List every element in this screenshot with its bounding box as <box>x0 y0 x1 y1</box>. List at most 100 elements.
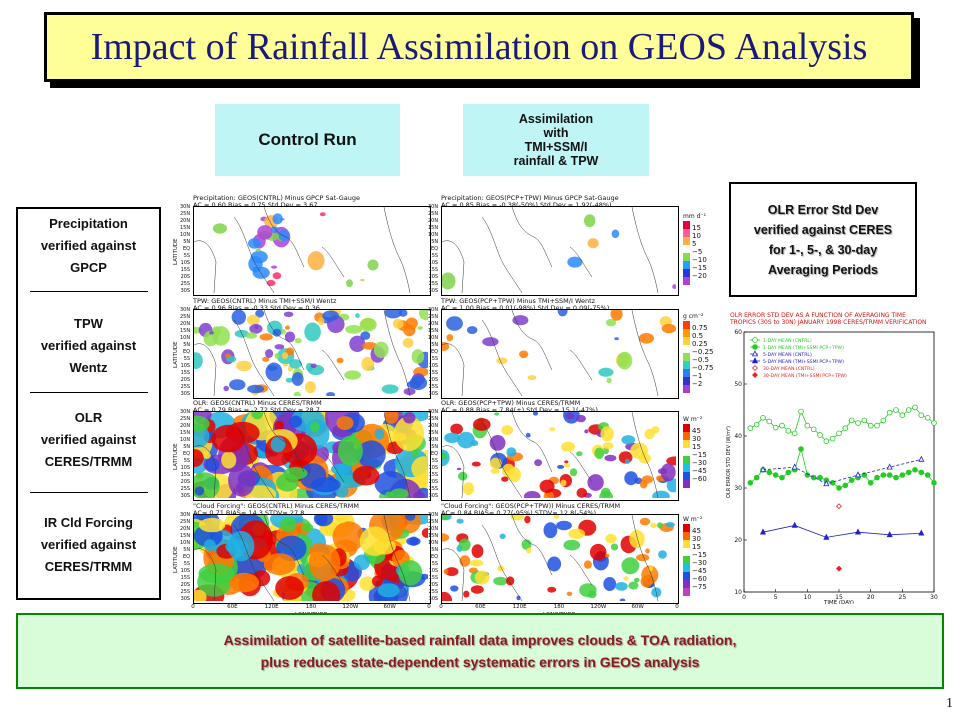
lat-tick: 20N <box>180 526 191 532</box>
assimilation-header-line: Assimilation <box>518 112 594 126</box>
map-blob <box>412 491 425 500</box>
map-blob <box>624 458 630 464</box>
map-blob <box>272 328 282 337</box>
data-point <box>752 337 758 343</box>
map-blob <box>263 553 296 576</box>
map-blob <box>442 533 450 542</box>
lat-tick: 5S <box>183 253 191 259</box>
color-scale-label: −15 <box>692 551 707 559</box>
map-blob <box>265 362 283 382</box>
legend-entry: 1-DAY MEAN (CNTRL) <box>763 338 812 344</box>
latitude-ticks: 30N 25N 20N 15N 10N 5N EQ 5S 10S 15S 20S 25S 30S <box>180 512 190 602</box>
map-title: "Cloud Forcing": GEOS(PCP+TPW)) Minus CE… <box>441 502 621 510</box>
color-scale-label: −10 <box>692 256 707 264</box>
lat-tick: 10N <box>428 437 439 443</box>
color-swatch <box>683 456 690 464</box>
map-blob <box>203 539 216 551</box>
olr-box-line: for 1-, 5-, & 30-day <box>768 242 878 257</box>
coastline <box>233 524 275 602</box>
map-blob <box>198 563 235 584</box>
map-field <box>194 515 430 603</box>
y-tick-label: 10 <box>734 589 742 596</box>
map-blob <box>265 349 274 358</box>
data-point <box>886 409 893 416</box>
lon-tick: 120W <box>342 604 359 610</box>
map-field <box>194 207 411 294</box>
map-blob <box>600 426 614 442</box>
lat-tick: 20S <box>180 377 191 383</box>
lat-tick: 30S <box>428 596 439 602</box>
map-blob <box>628 581 639 590</box>
data-point <box>804 472 811 478</box>
map-blob <box>599 490 613 500</box>
latitude-ticks: 30N 25N 20N 15N 10N 5N EQ 5S 10S 15S 20S 25S 30S <box>428 307 438 397</box>
lat-tick: 10N <box>180 540 191 546</box>
map-blob <box>566 591 573 596</box>
color-scale-label: 45 <box>692 527 701 535</box>
coastline <box>194 343 217 397</box>
data-point <box>912 467 918 473</box>
map-blob <box>446 316 463 331</box>
data-point <box>867 480 874 486</box>
lat-tick: 5S <box>431 561 439 567</box>
map-blob <box>471 461 481 467</box>
map-blob <box>319 212 326 217</box>
map-blob <box>501 425 513 436</box>
map-blob <box>470 559 484 567</box>
map-blob <box>672 284 677 289</box>
map-blob <box>547 586 557 593</box>
coastline <box>481 421 523 499</box>
lat-tick: 10N <box>428 540 439 546</box>
color-swatch <box>683 432 690 440</box>
map-blob <box>259 333 273 341</box>
data-point <box>785 428 792 434</box>
map-blob <box>289 359 302 369</box>
color-swatch <box>683 277 690 285</box>
coastline <box>442 445 465 499</box>
data-point <box>751 350 759 357</box>
map-blob <box>445 567 459 577</box>
lat-tick: 25S <box>428 281 439 287</box>
coastline <box>442 343 465 397</box>
map-blob <box>499 533 506 540</box>
color-scale-label: −30 <box>692 559 707 567</box>
map-blob <box>619 598 626 603</box>
coastline <box>511 310 553 371</box>
map-blob <box>406 380 422 389</box>
color-swatch <box>683 556 690 564</box>
lat-tick: 25N <box>428 211 439 217</box>
color-scale-label: 15 <box>692 543 701 551</box>
lat-tick: 10N <box>180 437 191 443</box>
coastline <box>321 349 345 381</box>
data-point <box>752 344 758 350</box>
map-blob <box>512 315 529 326</box>
color-swatch <box>683 524 690 532</box>
data-point <box>905 469 912 476</box>
lat-tick: 30S <box>428 288 439 294</box>
color-scale-unit: W m⁻² <box>683 416 703 423</box>
lat-tick: EQ <box>431 451 439 457</box>
lat-tick: 10N <box>180 335 191 341</box>
lat-tick: 5N <box>431 547 439 553</box>
color-scale-label: −45 <box>692 467 707 475</box>
map-blob <box>284 331 296 343</box>
map-blob <box>212 223 227 234</box>
map-blob <box>501 476 509 482</box>
lat-tick: EQ <box>183 246 191 252</box>
map-blob <box>576 451 583 457</box>
color-scale-label: −0.75 <box>692 364 714 372</box>
map-blob <box>463 590 470 598</box>
lat-tick: 20S <box>180 274 191 280</box>
lat-tick: 20N <box>180 218 191 224</box>
map-blob <box>310 421 320 433</box>
x-tick-label: 30 <box>930 594 938 601</box>
map-stats: AC = 0.79 Bias = -2.72 Std Dev = 28.7 <box>193 406 320 414</box>
map-blob <box>589 543 607 561</box>
lat-tick: 10N <box>428 335 439 341</box>
map-blob <box>335 515 348 524</box>
lat-tick: 15N <box>180 328 191 334</box>
map-blob <box>360 278 365 282</box>
data-point <box>912 404 918 411</box>
color-swatch <box>683 472 690 480</box>
coastline <box>631 515 659 602</box>
